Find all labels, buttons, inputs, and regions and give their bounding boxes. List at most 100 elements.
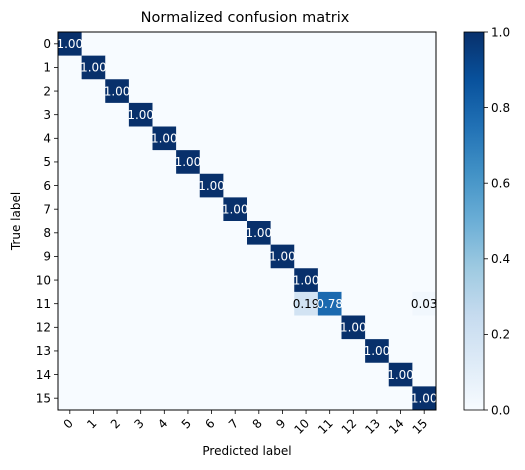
- heatmap-cell: [128, 386, 153, 411]
- heatmap-cell: [341, 197, 366, 222]
- heatmap-cell: [81, 221, 106, 245]
- heatmap-cell: [388, 150, 413, 175]
- heatmap-cell: [365, 362, 390, 387]
- heatmap-cell: [294, 126, 319, 151]
- heatmap-cell: [388, 126, 413, 151]
- heatmap-cell: [128, 339, 153, 364]
- heatmap-cell: [412, 55, 437, 80]
- heatmap-cell: [412, 362, 437, 387]
- heatmap-cell: [223, 173, 248, 198]
- heatmap-cell: [365, 102, 390, 127]
- heatmap-cell: [58, 197, 82, 222]
- heatmap-cell: [105, 55, 130, 80]
- heatmap-cell: [58, 102, 82, 127]
- heatmap-cell: [128, 315, 153, 340]
- heatmap-cell: [412, 268, 437, 293]
- heatmap-cell: [58, 339, 82, 364]
- x-tick-label: 5: [179, 416, 194, 431]
- heatmap-cell: [199, 32, 224, 56]
- heatmap-cell: [341, 291, 366, 316]
- colorbar-gradient: [464, 32, 484, 410]
- y-tick-label: 2: [43, 84, 51, 98]
- heatmap-cell: [388, 362, 413, 387]
- heatmap-cell: [105, 339, 130, 364]
- heatmap-cell: [412, 386, 437, 411]
- heatmap-cell: [270, 150, 295, 175]
- heatmap-cell: [341, 126, 366, 151]
- heatmap-cell: [294, 221, 319, 245]
- heatmap-cell: [105, 150, 130, 175]
- heatmap-cell: [317, 150, 342, 175]
- heatmap-cell: [270, 244, 295, 269]
- heatmap-cell: [270, 32, 295, 56]
- heatmap-cell: [152, 221, 177, 245]
- heatmap-cell: [199, 79, 224, 104]
- cell-value-label: 0.78: [316, 297, 343, 311]
- heatmap-cell: [58, 291, 82, 316]
- heatmap-cell: [199, 150, 224, 175]
- heatmap-cell: [152, 79, 177, 104]
- heatmap-cell: [128, 244, 153, 269]
- heatmap-cell: [365, 79, 390, 104]
- heatmap-cell: [294, 150, 319, 175]
- heatmap-cell: [270, 173, 295, 198]
- heatmap-cell: [128, 221, 153, 245]
- y-tick-label: 5: [43, 155, 51, 169]
- y-tick-label: 7: [43, 202, 51, 216]
- heatmap-cell: [365, 315, 390, 340]
- heatmap-cell: [176, 291, 201, 316]
- heatmap-cell: [58, 244, 82, 269]
- x-tick-label: 12: [339, 416, 360, 437]
- heatmap-cell: [412, 291, 437, 316]
- y-tick-label: 8: [43, 226, 51, 240]
- heatmap-cell: [81, 244, 106, 269]
- heatmap-cell: [247, 291, 271, 316]
- heatmap-cell: [270, 291, 295, 316]
- heatmap-cell: [365, 173, 390, 198]
- heatmap-cell: [176, 55, 201, 80]
- heatmap-cell: [176, 362, 201, 387]
- x-axis-label: Predicted label: [202, 444, 291, 458]
- y-tick-label: 3: [43, 108, 51, 122]
- heatmap-cell: [199, 268, 224, 293]
- cell-value-label: 1.00: [387, 368, 414, 382]
- cell-value-label: 1.00: [269, 250, 296, 264]
- cell-value-label: 1.00: [222, 202, 249, 216]
- cell-value-label: 1.00: [175, 155, 202, 169]
- colorbar-tick-label: 0.0: [491, 403, 510, 417]
- heatmap-cell: [105, 291, 130, 316]
- heatmap-cell: [294, 173, 319, 198]
- heatmap-cell: [294, 55, 319, 80]
- cell-value-label: 1.00: [56, 37, 83, 51]
- heatmap-cell: [365, 386, 390, 411]
- heatmap-cell: [176, 315, 201, 340]
- heatmap-cell: [223, 386, 248, 411]
- heatmap-cell: [152, 173, 177, 198]
- heatmap-cell: [81, 173, 106, 198]
- heatmap-cell: [388, 32, 413, 56]
- heatmap-cell: [199, 55, 224, 80]
- heatmap-cell: [317, 221, 342, 245]
- heatmap-cell: [152, 32, 177, 56]
- heatmap-cell: [317, 79, 342, 104]
- heatmap-cell: [247, 55, 271, 80]
- heatmap-cell: [412, 244, 437, 269]
- heatmap-cell: [365, 244, 390, 269]
- cell-value-label: 1.00: [198, 179, 225, 193]
- heatmap-cell: [388, 102, 413, 127]
- heatmap-cell: [317, 173, 342, 198]
- heatmap-cell: [270, 268, 295, 293]
- heatmap-cell: [105, 362, 130, 387]
- heatmap-cell: [317, 339, 342, 364]
- heatmap-cell: [247, 79, 271, 104]
- heatmap-cell: [105, 102, 130, 127]
- heatmap-cell: [341, 315, 366, 340]
- heatmap-cell: [247, 386, 271, 411]
- x-tick-label: 2: [108, 416, 123, 431]
- heatmap-cell: [152, 386, 177, 411]
- heatmap-cell: [388, 315, 413, 340]
- heatmap-cell: [270, 79, 295, 104]
- heatmap-cell: [341, 386, 366, 411]
- heatmap-cell: [388, 339, 413, 364]
